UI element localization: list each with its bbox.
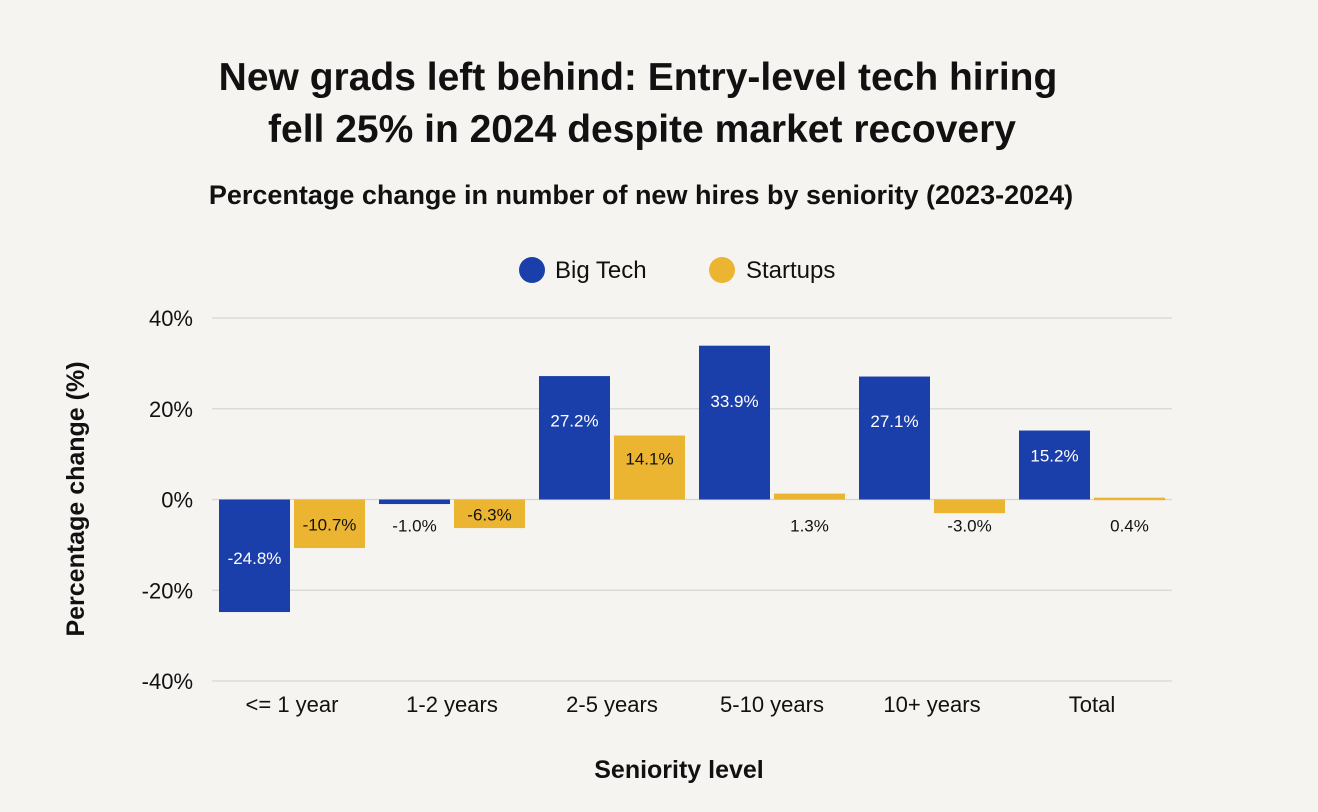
- legend-marker-startups: [709, 257, 735, 283]
- bar-startups-5-10-years: [774, 493, 845, 500]
- x-axis-ticks: <= 1 year 1-2 years 2-5 years 5-10 years 10+…: [246, 692, 1116, 717]
- bar-big-tech-10-years: [859, 376, 930, 500]
- chart-title-line-2: fell 25% in 2024 despite market recovery: [268, 108, 1016, 151]
- bar-startups-1-year: [294, 499, 365, 549]
- bar-big-tech-total: [1019, 430, 1090, 500]
- y-tick-label: 0%: [161, 488, 193, 513]
- data-label-big-tech-total: 15.2%: [1030, 446, 1078, 465]
- x-tick-label-5-10-years: 5-10 years: [720, 692, 824, 717]
- x-tick-label-1-2-years: 1-2 years: [406, 692, 498, 717]
- data-label-big-tech-1-year: -24.8%: [228, 549, 282, 568]
- bar-startups-1-2-years: [454, 499, 525, 529]
- legend: Big Tech Startups: [519, 257, 835, 284]
- x-tick-label-10-years: 10+ years: [883, 692, 980, 717]
- bar-big-tech-5-10-years: [699, 345, 770, 500]
- chart-subtitle: Percentage change in number of new hires…: [209, 180, 1073, 210]
- y-axis-title: Percentage change (%): [62, 361, 90, 636]
- chart-title-line-1: New grads left behind: Entry-level tech …: [219, 56, 1058, 99]
- bars: [219, 345, 1165, 613]
- data-label-startups-total: 0.4%: [1110, 517, 1149, 536]
- data-labels: -24.8% -10.7% -1.0% -6.3% 27.2% 14.1% 33.9% 1.3…: [228, 392, 1149, 568]
- x-tick-label-total: Total: [1069, 692, 1115, 717]
- gridlines: [212, 317, 1172, 682]
- y-tick-label: 40%: [149, 306, 193, 331]
- data-label-startups-1-year: -10.7%: [303, 516, 357, 535]
- x-tick-label-2-5-years: 2-5 years: [566, 692, 658, 717]
- data-label-startups-2-5-years: 14.1%: [625, 450, 673, 469]
- legend-marker-big-tech: [519, 257, 545, 283]
- bar-startups-2-5-years: [614, 435, 685, 500]
- data-label-startups-10-years: -3.0%: [947, 517, 991, 536]
- x-axis-title: Seniority level: [594, 756, 764, 784]
- data-label-big-tech-1-2-years: -1.0%: [392, 517, 436, 536]
- y-tick-label: -20%: [142, 578, 193, 603]
- data-label-startups-5-10-years: 1.3%: [790, 517, 829, 536]
- data-label-big-tech-10-years: 27.1%: [870, 412, 918, 431]
- bar-big-tech-2-5-years: [539, 376, 610, 500]
- y-axis-ticks: 40% 20% 0% -20% -40%: [142, 306, 193, 694]
- legend-label-big-tech: Big Tech: [555, 257, 647, 284]
- data-label-big-tech-5-10-years: 33.9%: [710, 392, 758, 411]
- bar-big-tech-1-2-years: [379, 499, 450, 505]
- bar-startups-10-years: [934, 499, 1005, 514]
- bar-big-tech-1-year: [219, 499, 290, 613]
- data-label-startups-1-2-years: -6.3%: [467, 505, 511, 524]
- bar-startups-total: [1094, 497, 1165, 501]
- legend-label-startups: Startups: [746, 257, 835, 284]
- y-tick-label: -40%: [142, 669, 193, 694]
- y-tick-label: 20%: [149, 397, 193, 422]
- x-tick-label-1-year: <= 1 year: [246, 692, 339, 717]
- data-label-big-tech-2-5-years: 27.2%: [550, 412, 598, 431]
